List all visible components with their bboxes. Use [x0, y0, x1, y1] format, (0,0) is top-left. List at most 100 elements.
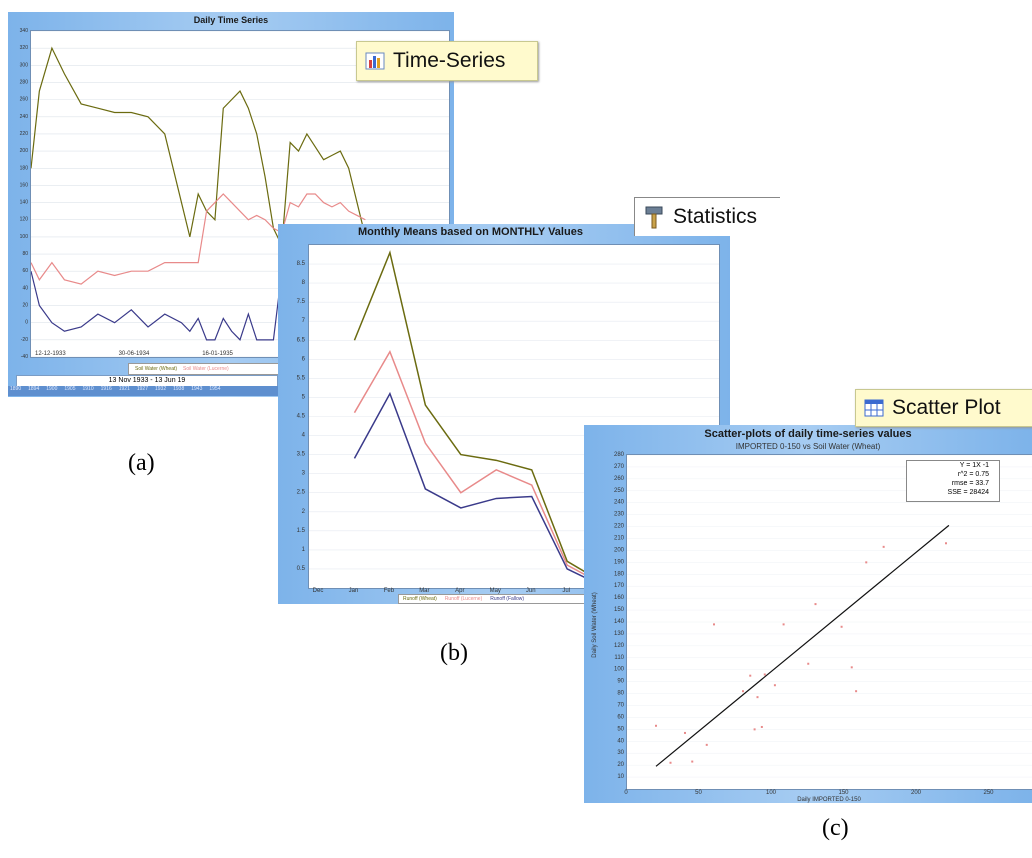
y-tick-label: 2 [302, 509, 306, 515]
y-tick-label: 100 [614, 667, 625, 673]
y-tick-label: 320 [20, 45, 29, 51]
y-tick-label: 30 [617, 750, 624, 756]
y-tick-label: 200 [614, 547, 625, 553]
legend-wheat: Soil Water (Wheat) [135, 366, 178, 372]
y-tick-label: 150 [614, 607, 625, 613]
y-tick-label: 280 [20, 79, 29, 85]
y-tick-label: 260 [20, 97, 29, 103]
monthly-title: Monthly Means based on MONTHLY Values [358, 226, 583, 238]
scatter-point [882, 545, 885, 548]
caption-a: (a) [128, 450, 155, 476]
x-tick-label: 200 [911, 790, 922, 796]
statistics-tab-label: Statistics [673, 205, 758, 228]
monthly-legend: Runoff (Wheat) Runoff (Lucerne) Runoff (… [398, 594, 604, 604]
series-line-2 [353, 391, 603, 587]
y-tick-label: 90 [617, 679, 624, 685]
scatter-tab[interactable]: Scatter Plot [855, 389, 1032, 427]
y-tick-label: 5.5 [297, 375, 306, 381]
timeline-year[interactable]: 1890 [10, 386, 22, 392]
monthly-chart [309, 250, 719, 587]
scatter-plot-area [626, 454, 1032, 790]
y-tick-label: 140 [20, 200, 29, 206]
scatter-point [945, 542, 947, 545]
date-range-text: 13 Nov 1933 - 13 Jun 19 [108, 377, 186, 384]
y-tick-label: 60 [617, 714, 624, 720]
y-tick-label: 6.5 [297, 337, 306, 343]
timeline-year[interactable]: 1938 [173, 386, 185, 392]
timeline-year[interactable]: 1905 [64, 386, 76, 392]
y-tick-label: 1 [302, 547, 306, 553]
timeseries-title: Daily Time Series [193, 15, 269, 25]
scatter-title: Scatter-plots of daily time-series value… [704, 428, 912, 440]
scatter-point [763, 673, 766, 676]
timeline-scale[interactable]: 1890 1894 1900 1905 1910 1916 1921 1927 1932 1938… [8, 386, 280, 396]
timeline-year[interactable]: 1916 [100, 386, 112, 392]
series-line-1 [30, 193, 366, 285]
y-tick-label: 80 [617, 691, 624, 697]
y-tick-label: 10 [617, 774, 624, 780]
y-tick-label: 100 [20, 234, 29, 240]
scatter-axis: 10 20 30 40 50 60 70 80 90 100 110 120 130 140 150 160 1… [592, 452, 994, 803]
scatter-point [742, 690, 744, 693]
y-tick-label: 20 [617, 762, 624, 768]
scatter-point [753, 728, 756, 731]
y-tick-label: 220 [20, 131, 29, 137]
y-tick-label: 190 [614, 559, 625, 565]
legend-runoff-wheat: Runoff (Wheat) [403, 596, 437, 602]
timeseries-tab[interactable]: Time-Series [356, 41, 538, 81]
y-tick-label: 7.5 [297, 299, 306, 305]
series-line-1 [353, 349, 603, 585]
y-tick-label: -40 [21, 354, 28, 360]
y-tick-label: 130 [614, 631, 625, 637]
y-tick-label: 60 [22, 268, 28, 274]
timeline-year[interactable]: 1932 [155, 386, 167, 392]
timeline-year[interactable]: 1927 [136, 386, 148, 392]
y-tick-label: 250 [614, 488, 625, 494]
x-axis-label: Daily IMPORTED 0-150 [797, 797, 861, 803]
fit-equation: Y = 1X -1 [959, 462, 989, 469]
y-tick-label: 20 [22, 303, 28, 309]
scatter-point [760, 725, 763, 728]
scatter-point [705, 743, 708, 746]
y-tick-label: 210 [614, 536, 625, 542]
y-tick-label: 80 [22, 251, 28, 257]
scatter-point [749, 674, 752, 677]
timeline-year[interactable]: 1921 [118, 386, 130, 392]
y-tick-label: 50 [617, 726, 624, 732]
scatter-point [814, 603, 817, 606]
y-tick-label: 3 [302, 471, 306, 477]
scatter-tab-label: Scatter Plot [892, 396, 1001, 419]
timeline-year[interactable]: 1943 [191, 386, 203, 392]
y-tick-label: 40 [22, 285, 28, 291]
timeline-year[interactable]: 1954 [209, 386, 221, 392]
statistics-tab[interactable]: Statistics [634, 197, 780, 236]
legend-lucerne: Soil Water (Lucerne) [183, 366, 229, 372]
y-tick-label: 120 [20, 217, 29, 223]
timeseries-tab-label: Time-Series [393, 49, 506, 72]
caption-c: (c) [822, 815, 849, 841]
x-tick-label: Dec [313, 588, 324, 594]
series-line-0 [30, 46, 366, 248]
scatter-point [850, 666, 853, 669]
timeline-year[interactable]: 1894 [28, 386, 40, 392]
timeline-year[interactable]: 1900 [46, 386, 58, 392]
y-tick-label: 8 [302, 280, 306, 286]
grid-chart-icon [864, 399, 884, 417]
fit-r2: r^2 = 0.75 [957, 471, 989, 478]
scatter-point [684, 731, 686, 734]
y-tick-label: 40 [617, 738, 624, 744]
timeline-year[interactable]: 1910 [82, 386, 94, 392]
scatter-window: Scatter-plots of daily time-series value… [584, 425, 1032, 803]
scatter-point [840, 625, 843, 628]
x-tick-label: Jan [349, 588, 359, 594]
legend-runoff-fallow: Runoff (Fallow) [490, 596, 525, 602]
x-tick-label: 100 [766, 790, 777, 796]
scatter-point [865, 561, 868, 564]
y-axis-label: Daily Soil Water (Wheat) [592, 592, 598, 657]
x-tick-label: May [490, 588, 501, 594]
scatter-point [713, 623, 715, 626]
fit-line [655, 524, 950, 767]
y-tick-label: 170 [614, 583, 625, 589]
y-tick-label: 240 [614, 500, 625, 506]
x-tick-label: Jul [562, 588, 570, 594]
